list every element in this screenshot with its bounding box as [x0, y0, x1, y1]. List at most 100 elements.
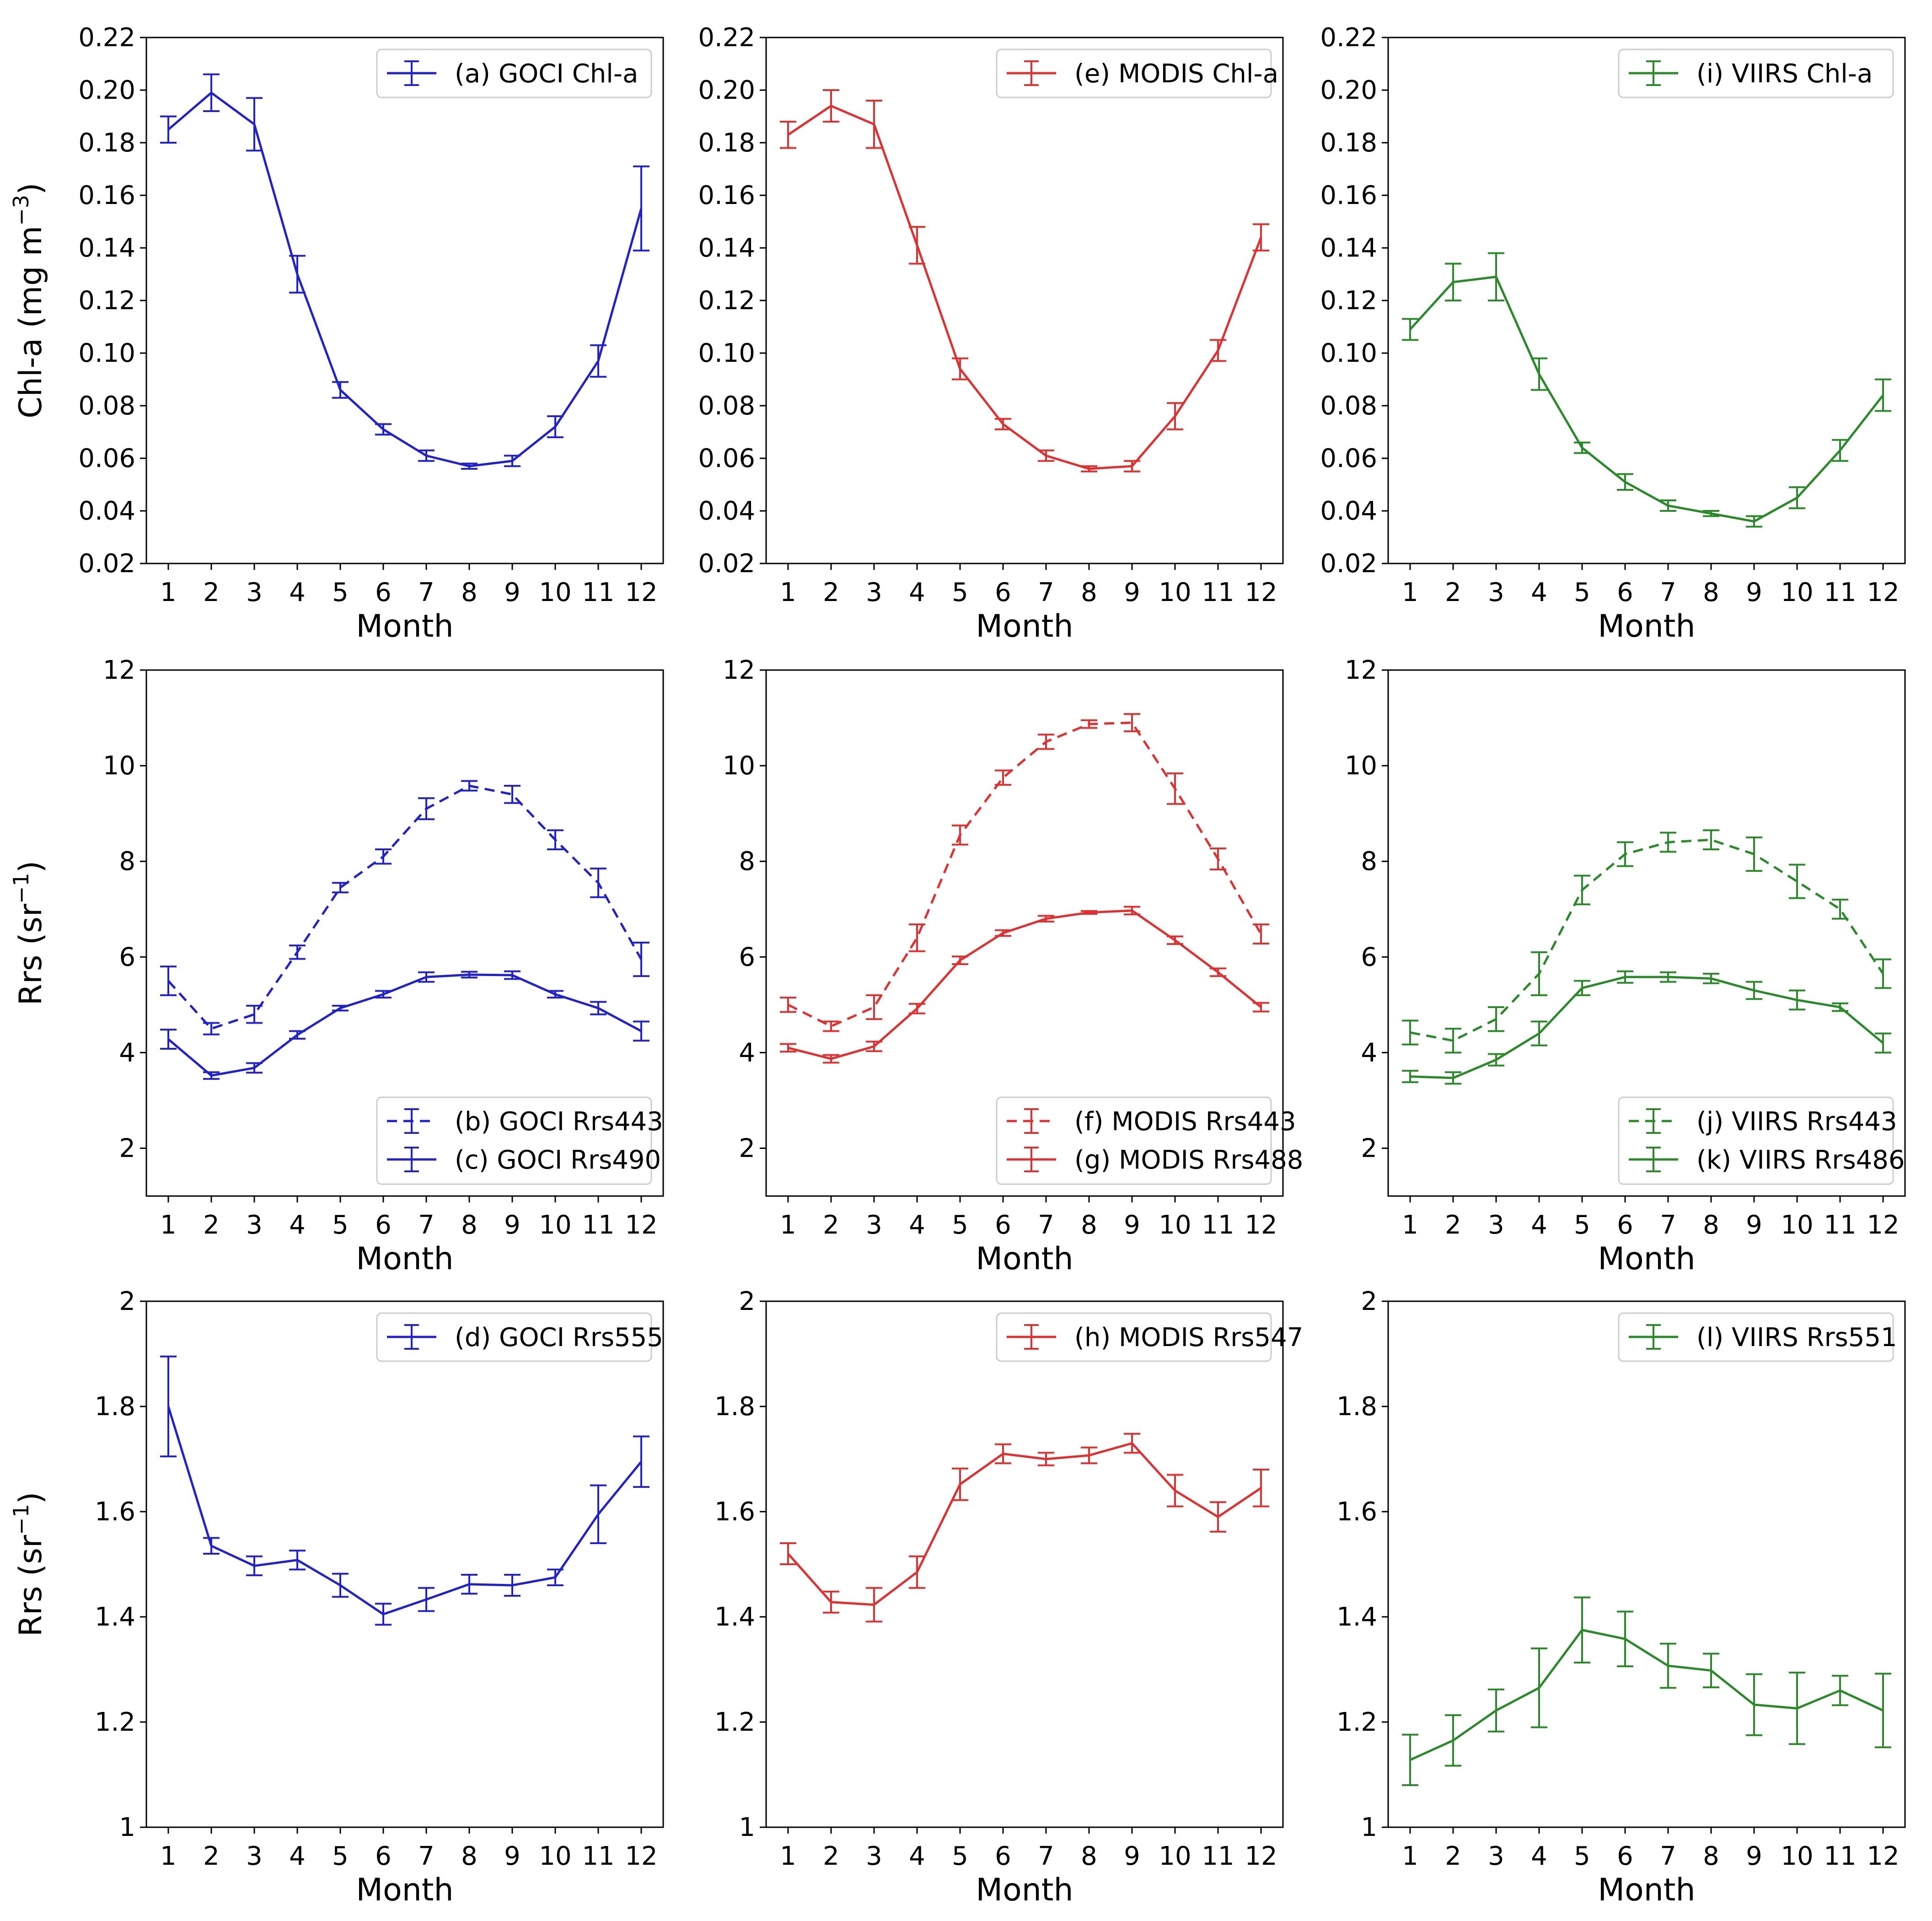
y-tick-label: 10: [103, 751, 135, 781]
y-tick-label: 1.8: [714, 1392, 755, 1422]
data-point: [1045, 740, 1047, 743]
data-point: [640, 1460, 642, 1463]
error-bar: [823, 1020, 839, 1032]
x-axis-label: Month: [356, 1872, 453, 1908]
data-point: [1839, 1690, 1841, 1691]
x-axis-label: Month: [356, 1241, 453, 1277]
series--j-viirs-rrs443: [1402, 829, 1891, 1054]
data-point: [425, 808, 427, 810]
legend-label: (a) GOCI Chl-a: [455, 59, 638, 89]
legend: (d) GOCI Rrs555: [376, 1312, 663, 1362]
y-tick-label: 0.18: [78, 128, 135, 158]
error-bar: [160, 1029, 177, 1050]
y-tick-label: 1.8: [1336, 1392, 1377, 1422]
x-tick-label: 7: [1660, 578, 1676, 607]
y-tick-label: 4: [1361, 1038, 1377, 1068]
y-tick-label: 1: [739, 1813, 755, 1842]
x-tick-label: 9: [504, 578, 521, 607]
x-tick-label: 10: [1781, 1210, 1813, 1240]
data-point: [296, 273, 298, 275]
error-bar: [418, 1587, 435, 1612]
data-point: [1131, 909, 1133, 912]
x-tick-label: 8: [461, 1210, 478, 1240]
x-tick-label: 2: [823, 1841, 839, 1871]
data-point: [1882, 394, 1884, 396]
y-tick-label: 2: [119, 1287, 135, 1316]
error-bar: [1038, 449, 1054, 462]
data-point: [1045, 455, 1047, 457]
data-point: [253, 1013, 255, 1015]
y-axis-label: Rrs (sr−1): [9, 1492, 49, 1637]
x-tick-label: 6: [1617, 1841, 1633, 1871]
x-tick-label: 1: [780, 1210, 796, 1240]
y-tick-label: 0.06: [78, 444, 135, 473]
data-point: [1710, 977, 1712, 980]
error-bar: [1832, 898, 1848, 920]
data-point: [1538, 373, 1540, 375]
data-point: [1452, 281, 1454, 283]
y-tick-label: 0.06: [1320, 444, 1377, 473]
data-point: [1667, 976, 1669, 978]
data-point: [511, 1584, 513, 1586]
x-tick-label: 10: [1159, 578, 1191, 607]
legend-box: [1618, 1096, 1894, 1185]
x-tick-label: 6: [1617, 578, 1633, 607]
y-tick-label: 0.10: [698, 338, 755, 368]
data-point: [1002, 423, 1004, 425]
plot-frame: [145, 1300, 664, 1828]
data-point: [554, 993, 556, 995]
error-bar: [780, 121, 796, 149]
legend-box: [996, 48, 1272, 98]
legend-box: [1618, 48, 1894, 98]
x-tick-label: 10: [539, 1841, 571, 1871]
x-tick-label: 1: [160, 1841, 177, 1871]
data-point: [1217, 1516, 1219, 1518]
data-point: [959, 368, 961, 370]
error-bar: [1210, 967, 1226, 977]
x-tick-label: 7: [1038, 578, 1054, 607]
x-axis-label: Month: [1598, 1872, 1695, 1908]
error-bar: [418, 449, 435, 462]
data-point: [1088, 912, 1090, 914]
legend-label: (l) VIIRS Rrs551: [1696, 1323, 1897, 1352]
y-tick-label: 2: [739, 1133, 755, 1163]
data-point: [959, 834, 961, 836]
y-axis-label-sup: −1: [9, 1504, 33, 1535]
y-tick-label: 0.14: [1320, 233, 1377, 263]
x-tick-label: 4: [289, 578, 306, 607]
error-bar: [418, 797, 435, 821]
legend-entry: (h) MODIS Rrs547: [1007, 1323, 1303, 1352]
y-tick-label: 0.04: [1320, 496, 1377, 526]
error-bar: [461, 462, 478, 470]
y-tick-label: 0.10: [78, 338, 135, 368]
y-tick-label: 0.22: [78, 23, 135, 53]
data-point: [1045, 1458, 1047, 1460]
data-point: [1452, 1739, 1454, 1742]
error-bar: [1703, 972, 1719, 984]
x-tick-label: 1: [780, 578, 796, 607]
error-bar: [375, 423, 392, 436]
y-tick-label: 0.12: [698, 286, 755, 316]
y-tick-label: 1.2: [714, 1707, 755, 1737]
data-point: [511, 460, 513, 462]
legend-entry: (d) GOCI Rrs555: [387, 1323, 663, 1352]
y-tick-label: 1: [1361, 1813, 1377, 1842]
error-bar: [1081, 465, 1097, 472]
error-bar: [1210, 847, 1226, 870]
x-tick-label: 4: [909, 1210, 925, 1240]
series--f-modis-rrs443: [780, 713, 1269, 1032]
data-point: [640, 207, 642, 209]
data-point: [210, 1074, 212, 1077]
y-tick-label: 0.02: [1320, 549, 1377, 579]
error-bar: [1617, 841, 1633, 867]
data-point: [253, 1067, 255, 1069]
error-bar: [952, 1467, 968, 1501]
legend-entry: (k) VIIRS Rrs486: [1629, 1145, 1905, 1175]
y-tick-label: 2: [1361, 1287, 1377, 1316]
x-tick-label: 7: [418, 578, 435, 607]
y-axis-label-sup: −1: [9, 873, 33, 904]
y-tick-label: 0.20: [698, 75, 755, 105]
y-tick-label: 0.20: [1320, 75, 1377, 105]
x-tick-label: 5: [332, 1841, 349, 1871]
